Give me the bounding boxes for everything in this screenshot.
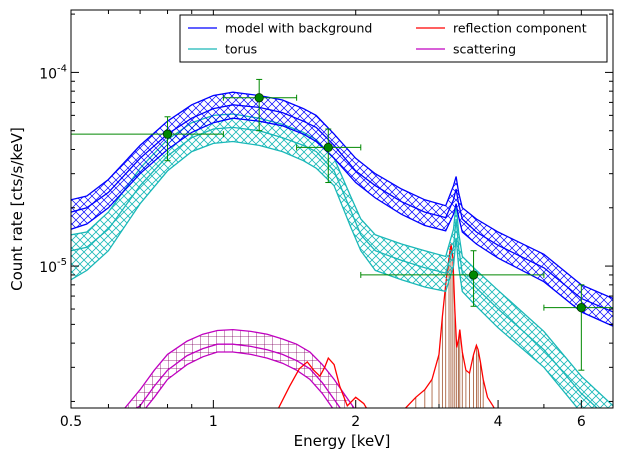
data-point-marker xyxy=(162,129,173,139)
legend-entry-model-with-background: model with background xyxy=(188,21,372,36)
legend-entry-reflection-component: reflection component xyxy=(416,21,587,36)
plot-frame xyxy=(70,9,614,409)
legend-entry-torus: torus xyxy=(188,42,257,57)
y-tick-label: 10-4 xyxy=(39,63,67,82)
axis-ticks: 0.5 1 2 4 6 10-5 10-4 xyxy=(39,10,613,430)
series-model-with-background xyxy=(71,91,613,327)
band-torus xyxy=(71,114,613,408)
x-tick-label: 2 xyxy=(351,414,360,430)
legend-frame xyxy=(179,14,608,63)
line-model-with-background-mid xyxy=(71,104,613,313)
data-point-marker xyxy=(576,303,586,313)
data-point-marker xyxy=(323,142,333,152)
data-points xyxy=(71,78,613,371)
legend-label: reflection component xyxy=(453,21,587,36)
legend-label: model with background xyxy=(225,21,372,36)
legend-entry-scattering: scattering xyxy=(416,42,516,57)
line-model-with-background-lower xyxy=(71,117,613,327)
data-point xyxy=(543,284,613,371)
series-layer xyxy=(71,91,613,408)
y-tick-label: 10-5 xyxy=(39,257,67,276)
x-tick-label: 6 xyxy=(577,414,586,430)
data-point-marker xyxy=(254,93,264,103)
data-point xyxy=(360,250,545,307)
legend-label: torus xyxy=(225,42,257,57)
x-tick-label: 4 xyxy=(494,414,503,430)
line-model-with-background-upper xyxy=(71,91,613,300)
data-point xyxy=(296,128,362,184)
legend-label: scattering xyxy=(453,42,516,57)
plot-content xyxy=(71,78,613,408)
data-point xyxy=(71,116,224,162)
data-point xyxy=(222,78,298,132)
band-scattering xyxy=(124,329,355,408)
x-tick-label: 1 xyxy=(209,414,218,430)
x-axis-label: Energy [keV] xyxy=(294,432,391,450)
series-scattering xyxy=(124,328,355,408)
y-axis-label: Count rate [cts/s/keV] xyxy=(8,127,26,291)
line-reflection-component xyxy=(277,243,495,408)
line-scattering-lower xyxy=(144,351,334,408)
line-torus-lower xyxy=(71,140,579,408)
line-scattering-upper xyxy=(124,328,355,408)
data-point-marker xyxy=(468,270,479,280)
line-scattering-mid xyxy=(135,343,341,408)
legend: model with background reflection componen… xyxy=(179,14,608,63)
line-torus-mid xyxy=(71,126,598,408)
x-tick-label: 0.5 xyxy=(60,414,82,430)
